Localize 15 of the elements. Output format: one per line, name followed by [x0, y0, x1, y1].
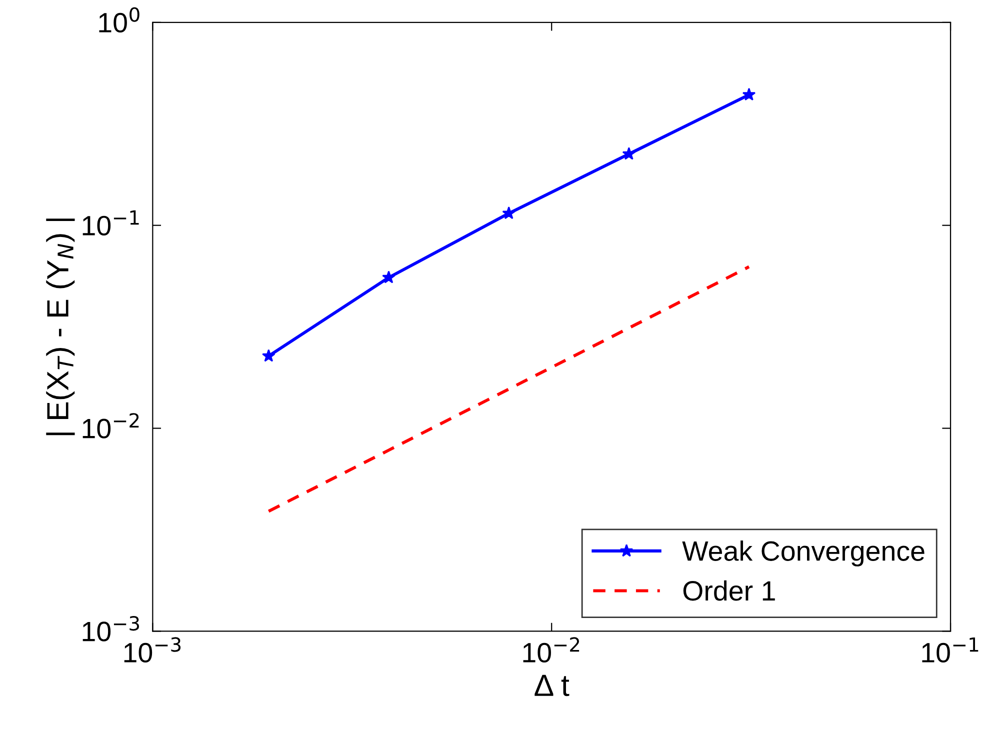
point	[742, 88, 756, 101]
x-tick-label: 10$^{−2}$	[523, 637, 580, 663]
y-tick-label: 10$^{−2}$	[82, 413, 139, 438]
legend-label: Order 1	[683, 580, 775, 601]
y-axis-title: | E(X$_{T}$) - E (Y$_{N}$) |	[46, 218, 75, 436]
point	[382, 270, 396, 284]
point	[502, 206, 516, 220]
point	[262, 349, 276, 362]
x-tick-label: 10$^{−1}$	[922, 637, 978, 663]
line-series	[267, 265, 751, 513]
legend-label: Weak Convergence	[682, 540, 924, 566]
y-tick-label: 10$^{0}$	[99, 7, 140, 33]
y-tick-label: 10$^{−1}$	[82, 210, 139, 236]
point	[622, 147, 636, 160]
x-axis-title: Δ t	[534, 674, 570, 696]
